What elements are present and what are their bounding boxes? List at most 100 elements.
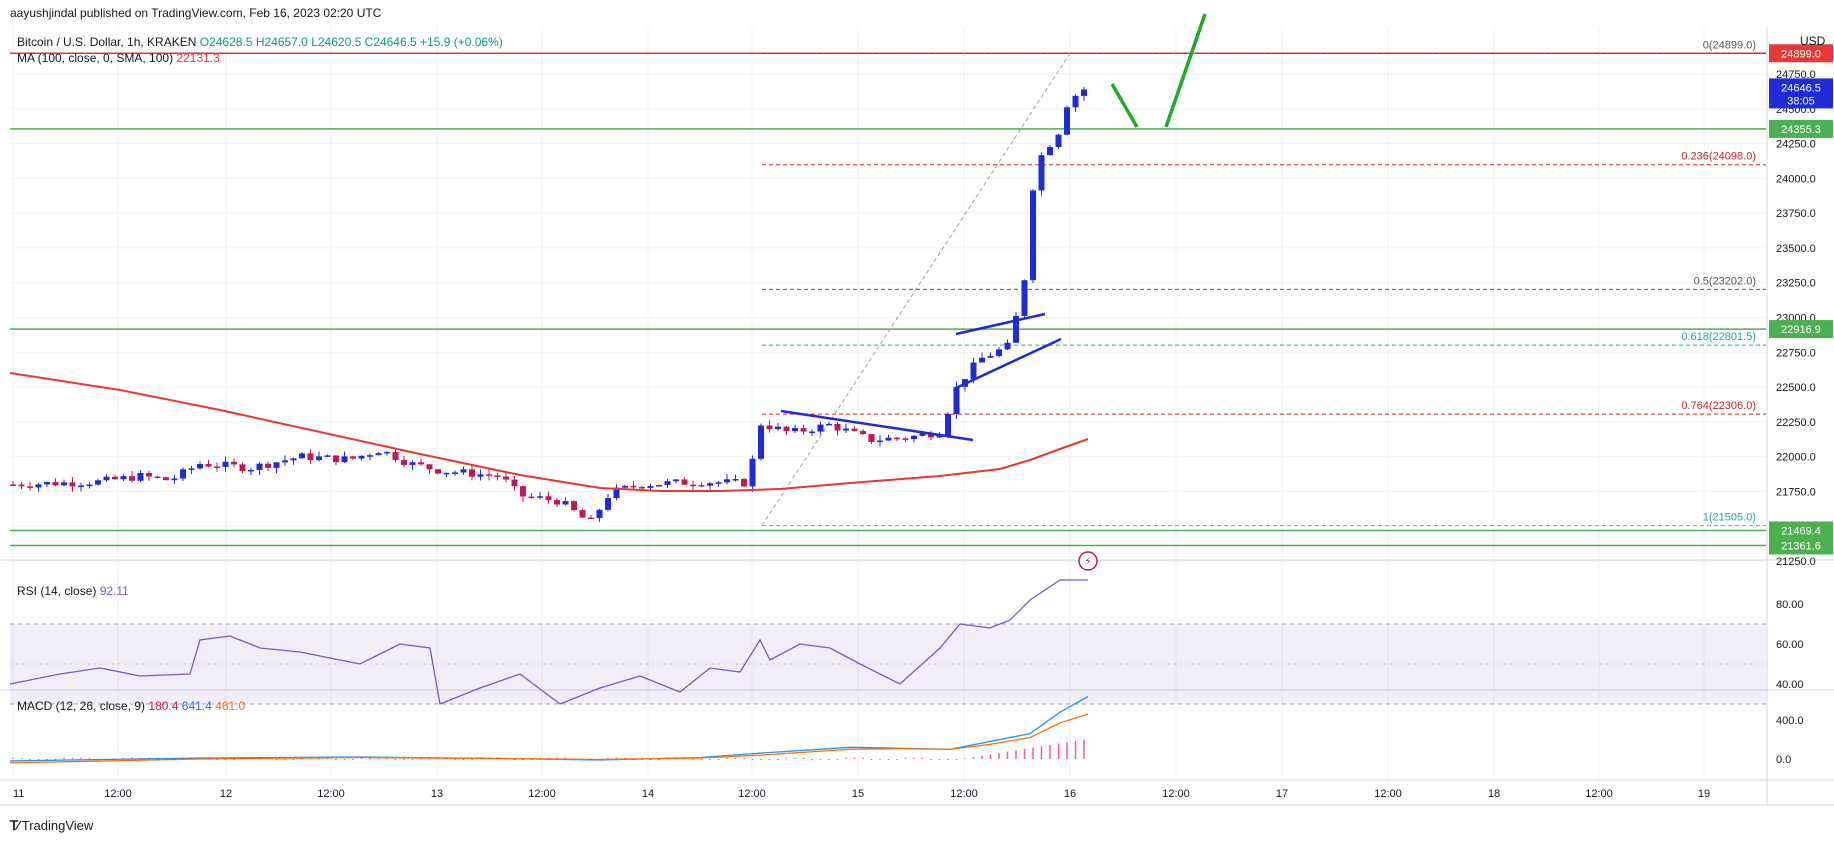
candle-body [630, 485, 637, 488]
candle-body [1030, 190, 1036, 281]
resistance-price-label: 24899.0 [1781, 48, 1821, 60]
candle-body [197, 464, 203, 469]
candle-body [52, 482, 59, 486]
time-tick-label: 12:00 [1374, 788, 1402, 800]
low-value: L24620.5 [311, 35, 362, 49]
candle-body [95, 480, 101, 485]
rsi-legend: RSI (14, close) 92.11 [17, 584, 129, 598]
time-tick-label: 12:00 [317, 788, 345, 800]
candle-body [256, 463, 263, 470]
candle-body [384, 451, 390, 454]
candle-body [1072, 95, 1079, 108]
candle-body [724, 479, 730, 483]
candle-body [698, 485, 705, 487]
candle-body [715, 482, 722, 484]
price-tick-label: 22500.0 [1776, 382, 1816, 394]
candle-body [486, 474, 492, 476]
candle-body [1021, 280, 1028, 316]
tradingview-label: TradingView [21, 818, 94, 833]
fib-trend-line [761, 52, 1071, 526]
time-tick-label: 12:00 [104, 788, 132, 800]
price-tick-label: 23750.0 [1776, 208, 1816, 220]
candle-body [656, 485, 662, 487]
candle-body [1013, 315, 1019, 343]
candle-body [86, 484, 93, 487]
candle-body [647, 486, 654, 488]
candle-body [775, 426, 781, 430]
macd-tick-label: 400.0 [1776, 715, 1804, 727]
high-value: H24657.0 [255, 35, 308, 49]
price-tick-label: 22750.0 [1776, 347, 1816, 359]
candle-body [588, 517, 594, 520]
candle-body [1047, 146, 1053, 156]
candle-body [290, 458, 297, 461]
candle-body [409, 462, 416, 465]
fib-level-label: 0.618(22801.5) [1681, 331, 1756, 343]
candle-body [1081, 89, 1087, 96]
resistance-price-label-bg [1769, 44, 1833, 63]
candle-body [690, 484, 696, 487]
candle-body [571, 501, 577, 511]
time-tick-label: 14 [642, 788, 654, 800]
event-icon [1078, 551, 1098, 571]
candle-body [537, 496, 543, 498]
price-tick-label: 23500.0 [1776, 243, 1816, 255]
candle-body [154, 476, 161, 479]
candle-body [443, 472, 450, 475]
signal-line [9, 713, 1089, 764]
macd-legend: MACD (12, 26, close, 9) 180.4 641.4 461.… [17, 699, 245, 713]
candle-body [911, 435, 917, 440]
candle-body [758, 425, 764, 459]
candle-body [239, 464, 246, 472]
price-tick-label: 24750.0 [1776, 69, 1816, 81]
candle-body [664, 481, 671, 486]
rsi-line [9, 579, 1088, 705]
time-tick-label: 17 [1276, 788, 1288, 800]
candle-body [605, 498, 611, 510]
candle-body [452, 472, 458, 474]
fib-level-label: 1(21505.0) [1703, 512, 1756, 524]
candle-body [1004, 342, 1011, 350]
candle-body [333, 455, 339, 463]
candle-body [231, 461, 237, 465]
candle-body [163, 477, 169, 481]
countdown-label: 38:05 [1787, 95, 1815, 107]
projection-arrow [1110, 13, 1207, 128]
macd-value: 641.4 [181, 699, 212, 713]
candle-body [392, 451, 399, 461]
fib-level-label: 0.764(22306.0) [1681, 400, 1756, 412]
candle-body [673, 479, 679, 482]
fib-level-label: 0.5(23202.0) [1694, 275, 1756, 287]
candle-body [324, 455, 331, 457]
candle-body [503, 476, 509, 480]
candle-body [520, 486, 526, 497]
lightning-icon: ⚡ [1084, 555, 1092, 568]
candle-body [528, 496, 535, 499]
candle-body [137, 472, 144, 481]
time-tick-label: 12:00 [738, 788, 766, 800]
candle-body [103, 476, 110, 481]
candle-body [826, 423, 832, 426]
macd-hist-value: 180.4 [148, 699, 179, 713]
price-tick-label: 23250.0 [1776, 278, 1816, 290]
candle-body [792, 428, 798, 432]
current-price-label: 24646.5 [1781, 82, 1821, 94]
candle-body [783, 426, 790, 432]
candle-body [511, 479, 518, 487]
macd-tick-label: 0.0 [1776, 754, 1791, 766]
macd-signal-value: 461.0 [215, 699, 246, 713]
candle-body [1055, 134, 1062, 147]
time-tick-label: 15 [852, 788, 864, 800]
candle-body [214, 466, 220, 469]
candle-body [248, 469, 254, 472]
rsi-tick-label: 80.00 [1776, 599, 1804, 611]
ma-label: MA (100, close, 0, SMA, 100) [17, 51, 174, 65]
candle-body [622, 485, 628, 488]
current-price-bg [1769, 78, 1833, 109]
candle-body [800, 428, 807, 432]
candle-body [1038, 155, 1045, 191]
candle-body [180, 469, 186, 479]
candle-body [494, 475, 501, 477]
candle-body [10, 484, 16, 486]
